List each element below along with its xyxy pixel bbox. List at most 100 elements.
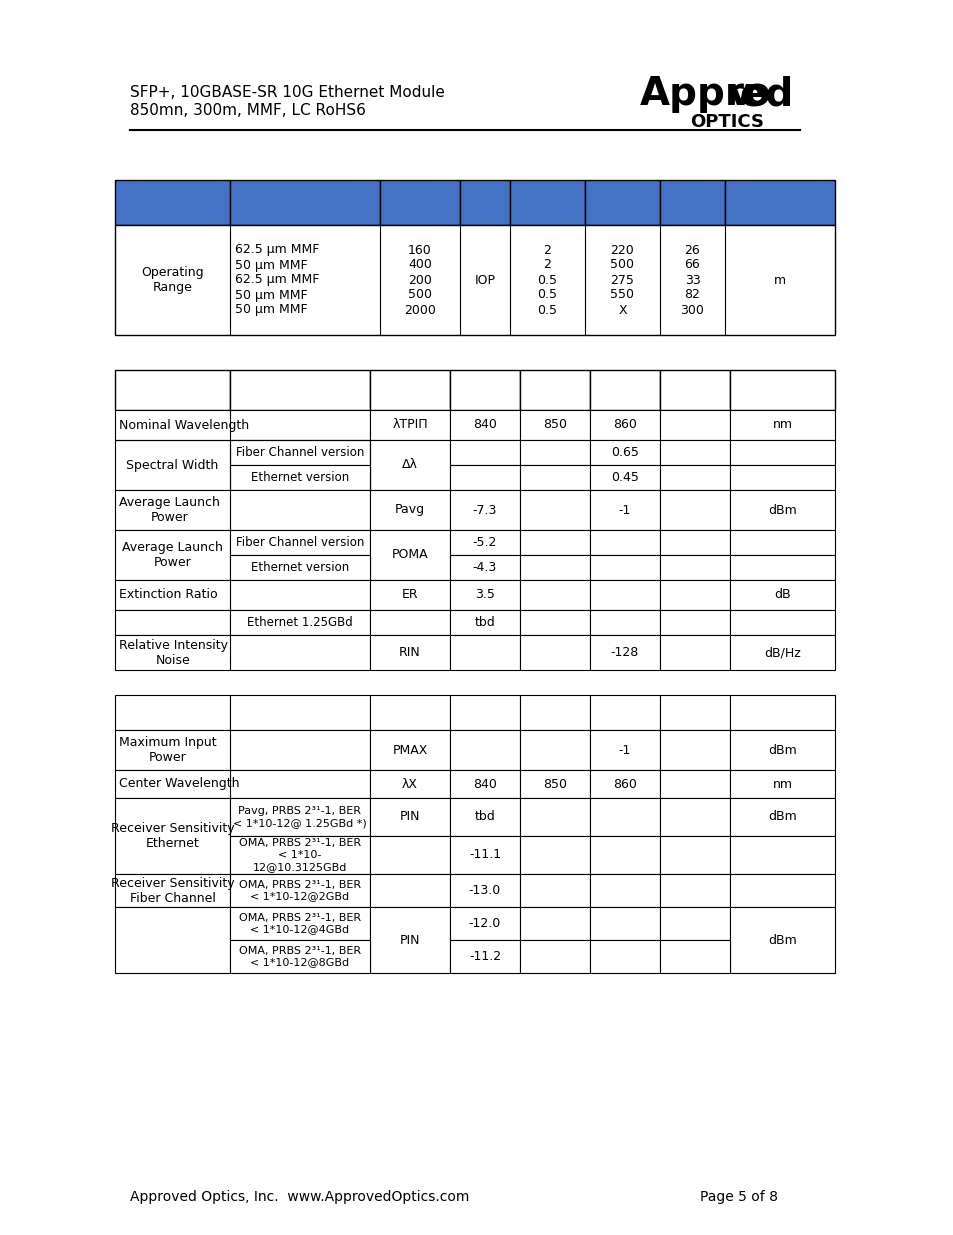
Bar [370, 490, 450, 530]
Bar [659, 798, 729, 836]
Bar [659, 906, 729, 940]
Text: Pavg, PRBS 2³¹-1, BER
< 1*10-12@ 1.25GBd *): Pavg, PRBS 2³¹-1, BER < 1*10-12@ 1.25GBd… [233, 806, 367, 827]
Bar [115, 490, 370, 530]
Bar [370, 410, 450, 440]
Text: 840: 840 [473, 778, 497, 790]
Text: dB/Hz: dB/Hz [763, 646, 800, 659]
Bar [230, 610, 370, 635]
Bar [450, 610, 519, 635]
Text: Average Launch
Power: Average Launch Power [119, 496, 219, 524]
Text: ER: ER [401, 589, 417, 601]
Bar [510, 180, 584, 225]
Bar [370, 530, 450, 580]
Bar [519, 940, 589, 973]
Bar [729, 769, 834, 798]
Text: Relative Intensity
Noise: Relative Intensity Noise [119, 638, 228, 667]
Bar [115, 530, 230, 580]
Text: Nominal Wavelength: Nominal Wavelength [119, 419, 249, 431]
Bar [370, 836, 450, 874]
Bar [370, 730, 450, 769]
Bar [659, 730, 729, 769]
Text: Pavg: Pavg [395, 504, 425, 516]
Bar [450, 730, 519, 769]
Bar [450, 906, 519, 940]
Bar [370, 730, 450, 769]
Bar [659, 580, 729, 610]
Bar [589, 466, 659, 490]
Bar [519, 635, 589, 671]
Bar [115, 580, 370, 610]
Bar [230, 906, 370, 940]
Bar [519, 769, 589, 798]
Bar [589, 798, 659, 836]
Bar [589, 836, 659, 874]
Bar [230, 836, 370, 874]
Bar [450, 836, 519, 874]
Text: -12.0: -12.0 [468, 918, 500, 930]
Bar [659, 874, 729, 906]
Bar [115, 906, 230, 973]
Bar [659, 410, 729, 440]
Bar [589, 730, 659, 769]
Bar [370, 635, 450, 671]
Bar [450, 466, 519, 490]
Text: 220
500
275
550
X: 220 500 275 550 X [610, 243, 634, 316]
Bar [729, 635, 834, 671]
Text: OPTICS: OPTICS [689, 112, 763, 131]
Bar [230, 466, 370, 490]
Bar [450, 530, 519, 555]
Bar [519, 370, 589, 410]
Bar [659, 635, 729, 671]
Text: 0.65: 0.65 [611, 446, 639, 459]
Text: 860: 860 [613, 778, 637, 790]
Bar [589, 769, 659, 798]
Text: 850: 850 [542, 778, 566, 790]
Bar [659, 940, 729, 973]
Bar [519, 798, 589, 836]
Text: Average Launch
Power: Average Launch Power [122, 541, 223, 569]
Text: -11.2: -11.2 [469, 950, 500, 963]
Bar [729, 440, 834, 466]
Text: PIN: PIN [399, 934, 420, 946]
Bar [370, 440, 450, 490]
Bar [659, 836, 729, 874]
Bar [450, 874, 519, 906]
Text: dBm: dBm [767, 504, 796, 516]
Bar [230, 466, 370, 490]
Bar [450, 530, 519, 555]
Bar [519, 730, 589, 769]
Bar [659, 490, 729, 530]
Bar [115, 874, 230, 906]
Bar [589, 440, 659, 466]
Bar [450, 440, 519, 466]
Bar [589, 730, 659, 769]
Bar [230, 874, 370, 906]
Bar [519, 530, 589, 555]
Bar [379, 180, 459, 225]
Bar [450, 906, 519, 940]
Bar [115, 798, 230, 874]
Bar [519, 836, 589, 874]
Text: ed: ed [739, 75, 792, 112]
Bar [729, 370, 834, 410]
Text: 62.5 μm MMF
50 μm MMF
62.5 μm MMF
50 μm MMF
50 μm MMF: 62.5 μm MMF 50 μm MMF 62.5 μm MMF 50 μm … [234, 243, 319, 316]
Text: -5.2: -5.2 [473, 536, 497, 550]
Bar [115, 730, 370, 769]
Bar [115, 410, 370, 440]
Bar [519, 610, 589, 635]
Bar [589, 906, 659, 940]
Text: 840: 840 [473, 419, 497, 431]
Bar [370, 580, 450, 610]
Bar [115, 730, 370, 769]
Bar [519, 410, 589, 440]
Text: Operating
Range: Operating Range [141, 266, 204, 294]
Bar [729, 490, 834, 530]
Bar [729, 874, 834, 906]
Bar [519, 580, 589, 610]
Text: -11.1: -11.1 [469, 848, 500, 862]
Bar [729, 730, 834, 769]
Text: Approved Optics, Inc.  www.ApprovedOptics.com: Approved Optics, Inc. www.ApprovedOptics… [130, 1191, 469, 1204]
Bar [370, 695, 450, 730]
Bar [230, 906, 370, 940]
Bar [729, 466, 834, 490]
